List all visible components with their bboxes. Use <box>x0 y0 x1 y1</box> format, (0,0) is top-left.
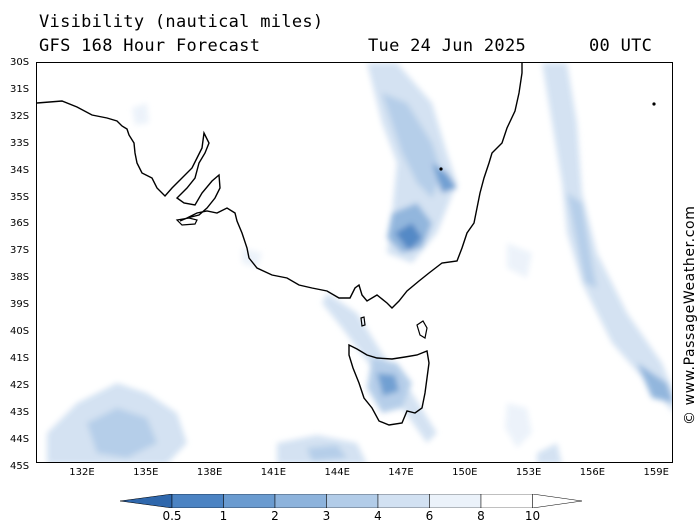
legend-swatch <box>429 494 482 508</box>
legend-bar <box>120 494 582 508</box>
forecast-time: 00 UTC <box>589 36 653 56</box>
lat-label: 41S <box>10 352 30 364</box>
legend-swatch <box>480 494 533 508</box>
lat-label: 44S <box>10 433 30 445</box>
lat-label: 36S <box>10 218 30 230</box>
coastline-island-2 <box>360 316 366 327</box>
visibility-shading <box>47 63 672 462</box>
shade-cell-tasmania-core <box>377 373 399 396</box>
shade-blob-south-mid <box>307 445 347 461</box>
marker-lord-howe <box>652 102 656 106</box>
shade-band-far-east-mid <box>567 193 597 288</box>
legend-label: 10 <box>524 509 541 523</box>
legend-label: 0.5 <box>162 509 182 523</box>
lon-label: 141E <box>260 467 287 478</box>
lat-label: 31S <box>10 83 30 95</box>
lon-label: 138E <box>196 467 223 478</box>
lat-label: 35S <box>10 191 30 203</box>
lon-label: 156E <box>579 467 606 478</box>
legend-swatch <box>274 494 327 508</box>
lon-label: 135E <box>133 467 159 478</box>
lon-label: 144E <box>324 467 350 478</box>
legend-swatch <box>377 494 430 508</box>
shade-spot-1 <box>505 403 532 448</box>
shade-spot-2 <box>537 443 562 462</box>
credit-vertical: © www.PassageWeather.com <box>682 205 698 425</box>
shade-band-east-mid <box>382 93 442 198</box>
legend-label: 3 <box>322 509 331 523</box>
legend-label: 6 <box>425 509 434 523</box>
chart-title: Visibility (nautical miles) <box>39 12 324 32</box>
legend-swatch <box>326 494 379 508</box>
map-canvas <box>37 63 672 462</box>
lat-label: 30S <box>10 57 30 68</box>
lat-label: 37S <box>10 245 30 257</box>
shade-band-far-east <box>542 63 672 411</box>
legend-label: 8 <box>477 509 485 523</box>
coastline-tasmania <box>348 343 430 426</box>
lat-label: 42S <box>10 379 30 391</box>
lon-label: 150E <box>452 467 478 478</box>
shade-spot-3 <box>132 103 149 125</box>
shade-blob-southwest-mid <box>87 408 157 458</box>
shade-band-far-east-core <box>637 363 672 403</box>
lat-label: 34S <box>10 164 30 176</box>
lat-label: 33S <box>10 137 30 149</box>
shade-spot-4 <box>242 248 262 268</box>
forecast-date: Tue 24 Jun 2025 <box>368 36 527 56</box>
legend-swatch-low <box>120 494 173 508</box>
lat-label: 40S <box>10 326 30 337</box>
lon-label: 159E <box>643 467 669 478</box>
legend-label: 2 <box>271 509 279 523</box>
lat-label: 32S <box>10 110 30 122</box>
legend-label: 4 <box>374 509 382 523</box>
coastline-island-3 <box>416 320 428 339</box>
coastline-island-1 <box>175 217 198 226</box>
legend-label: 1 <box>219 509 228 523</box>
lon-label: 132E <box>69 467 95 478</box>
legend-swatch-high <box>532 494 582 508</box>
marker-east-coast <box>439 167 443 171</box>
legend-swatch <box>223 494 276 508</box>
lat-label: 45S <box>10 460 30 472</box>
lat-label: 38S <box>10 272 30 284</box>
shade-spot-5 <box>507 243 532 278</box>
shade-cell-victoria-core <box>395 223 422 251</box>
visibility-map[interactable] <box>36 62 673 463</box>
legend-swatch <box>171 494 224 508</box>
lat-label: 43S <box>10 406 30 418</box>
shade-band-east-core <box>432 163 457 193</box>
lon-label: 153E <box>515 467 542 478</box>
lon-label: 147E <box>388 467 414 478</box>
forecast-label: GFS 168 Hour Forecast <box>39 36 261 56</box>
coastline-mainland <box>37 63 523 309</box>
lat-label: 39S <box>10 299 30 311</box>
